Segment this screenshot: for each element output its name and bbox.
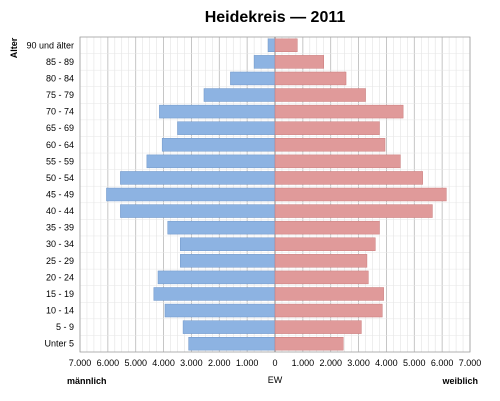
x-tick-label: 4.000 <box>152 358 175 368</box>
male-bar <box>153 287 276 301</box>
x-tick-label: 7.000 <box>69 358 92 368</box>
female-bar <box>274 336 344 351</box>
y-axis-label: Alter <box>9 37 19 58</box>
male-bar <box>203 88 276 102</box>
male-label: männlich <box>67 376 107 386</box>
x-tick-label: 1.000 <box>292 358 315 368</box>
female-label: weiblich <box>441 376 478 386</box>
male-bar <box>267 38 276 53</box>
male-bar <box>106 187 276 202</box>
category-label: 85 - 89 <box>46 57 74 67</box>
male-bar <box>157 270 276 285</box>
female-bar <box>274 71 347 86</box>
female-bar <box>274 204 433 218</box>
x-tick-label: 3.000 <box>347 358 370 368</box>
x-axis-label: EW <box>268 375 283 385</box>
category-label: 45 - 49 <box>46 190 74 200</box>
female-bar <box>274 104 404 119</box>
female-bar <box>274 121 380 135</box>
x-tick-label: 7.000 <box>459 358 482 368</box>
female-bar <box>274 171 423 185</box>
male-bar <box>167 220 276 235</box>
x-tick-labels: 7.000 6.000 5.000 4.000 3.000 2.000 1.000 0 1.00… <box>69 358 482 368</box>
male-bar <box>180 237 276 251</box>
x-tick-label: 3.000 <box>180 358 203 368</box>
category-label: Unter 5 <box>44 339 74 349</box>
x-tick-label: 5.000 <box>403 358 426 368</box>
x-tick-label: 2.000 <box>208 358 231 368</box>
category-label: 60 - 64 <box>46 140 74 150</box>
x-tick-label: 6.000 <box>431 358 454 368</box>
category-label: 15 - 19 <box>46 289 74 299</box>
x-tick-label: 1.000 <box>236 358 259 368</box>
x-tick-label: 6.000 <box>97 358 120 368</box>
x-tick-label: 2.000 <box>319 358 342 368</box>
category-label: 50 - 54 <box>46 173 74 183</box>
female-bar <box>274 154 401 169</box>
female-bar <box>274 270 369 285</box>
female-bar <box>274 55 324 69</box>
female-bar <box>274 187 447 202</box>
category-label: 90 und älter <box>26 40 74 50</box>
category-label: 30 - 34 <box>46 239 74 249</box>
female-bar <box>274 320 362 334</box>
category-label: 55 - 59 <box>46 156 74 166</box>
bars-layer <box>106 38 447 351</box>
category-label: 40 - 44 <box>46 206 74 216</box>
male-bar <box>164 303 276 318</box>
female-bar <box>274 303 383 318</box>
female-bar <box>274 254 368 268</box>
male-bar <box>180 254 276 268</box>
category-label: 20 - 24 <box>46 272 74 282</box>
category-label: 5 - 9 <box>56 322 74 332</box>
male-bar <box>177 121 276 135</box>
male-bar <box>230 71 276 86</box>
female-bar <box>274 88 366 102</box>
male-bar <box>159 104 276 119</box>
female-bar <box>274 220 380 235</box>
category-label: 80 - 84 <box>46 73 74 83</box>
male-bar <box>253 55 276 69</box>
male-bar <box>161 138 276 152</box>
chart-title: Heidekreis — 2011 <box>205 9 346 26</box>
male-bar <box>120 171 276 185</box>
x-tick-label: 5.000 <box>124 358 147 368</box>
female-bar <box>274 287 384 301</box>
category-labels: 90 und älter 85 - 89 80 - 84 75 - 79 70 - 74… <box>26 40 74 348</box>
category-label: 25 - 29 <box>46 256 74 266</box>
female-bar <box>274 138 386 152</box>
female-bar <box>274 237 376 251</box>
male-bar <box>188 336 276 351</box>
male-bar <box>146 154 276 169</box>
x-tick-label: 4.000 <box>375 358 398 368</box>
x-tick-label: 0 <box>272 358 277 368</box>
category-label: 35 - 39 <box>46 223 74 233</box>
male-bar <box>182 320 276 334</box>
category-label: 10 - 14 <box>46 306 74 316</box>
category-label: 70 - 74 <box>46 107 74 117</box>
category-label: 75 - 79 <box>46 90 74 100</box>
male-bar <box>120 204 276 218</box>
category-label: 65 - 69 <box>46 123 74 133</box>
female-bar <box>274 38 298 53</box>
